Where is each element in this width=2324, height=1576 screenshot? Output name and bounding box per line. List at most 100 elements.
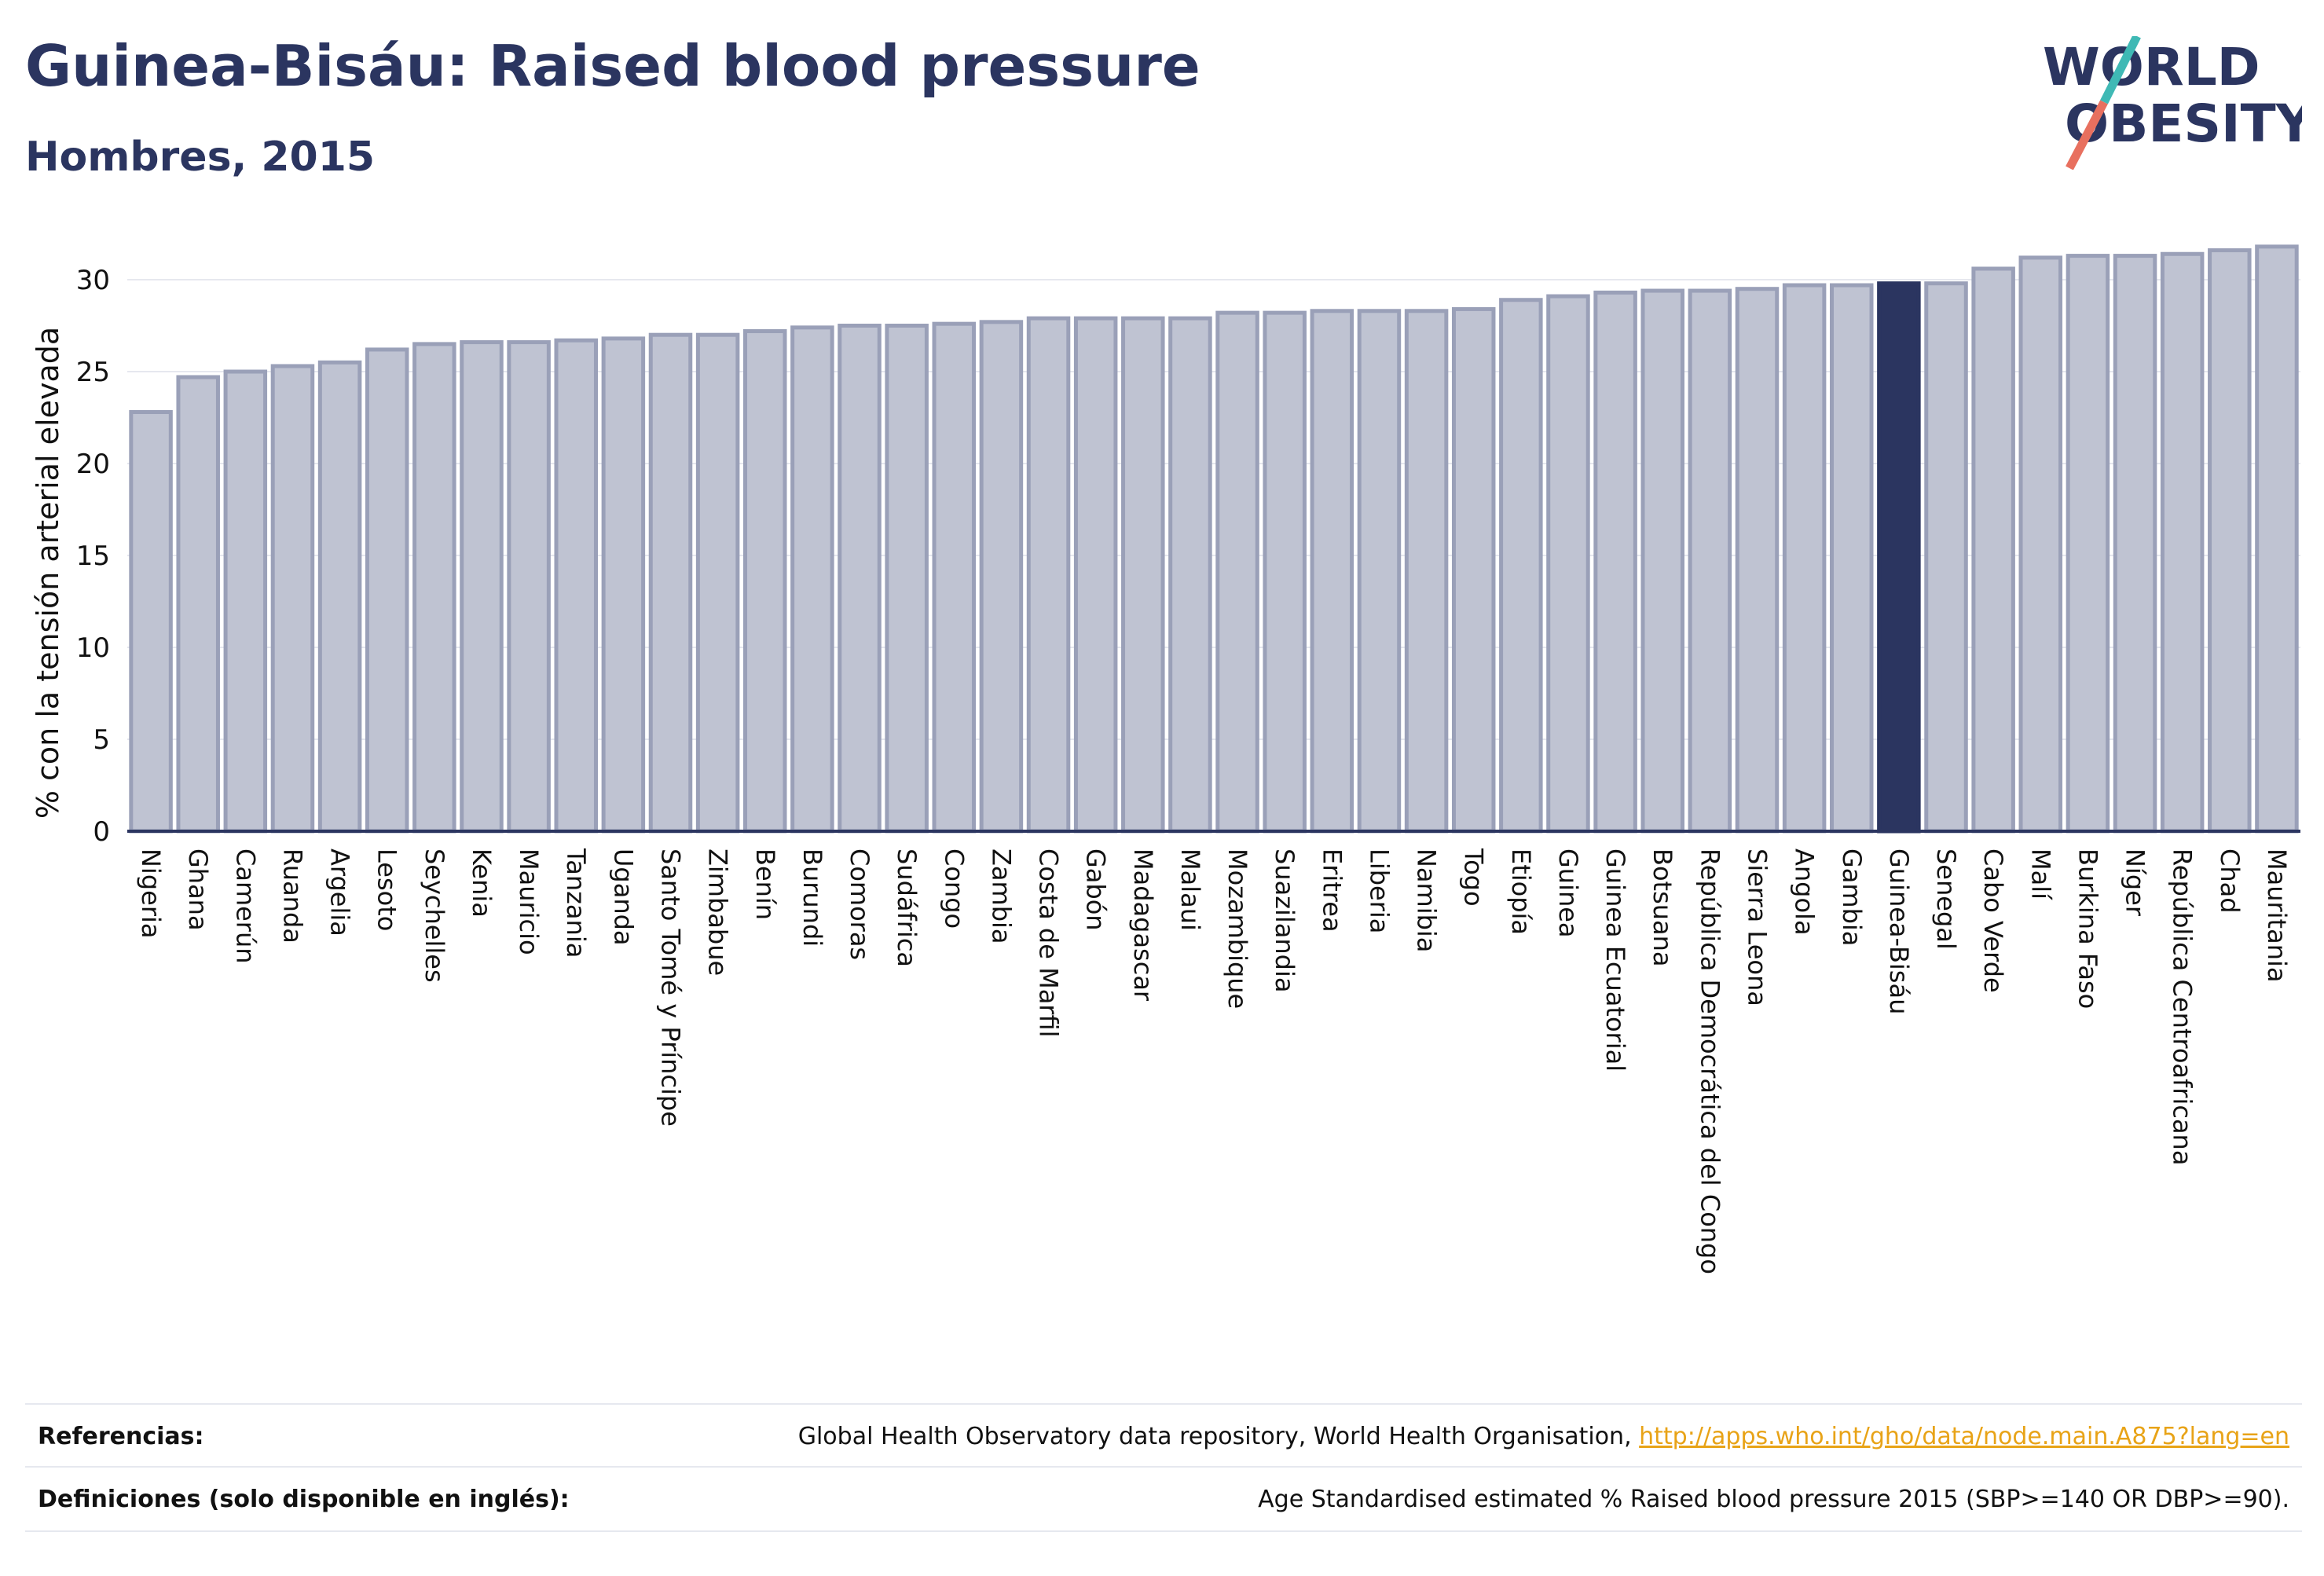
bar-botsuana[interactable]: [1640, 288, 1684, 834]
y-tick-label: 25: [76, 357, 110, 388]
bar-angola[interactable]: [1782, 283, 1827, 834]
y-tick-label: 15: [76, 541, 110, 572]
x-tick-label: Ruanda: [277, 848, 307, 944]
x-tick-label: Argelia: [325, 848, 355, 936]
x-tick-label: Níger: [2121, 848, 2150, 917]
footer-definitions-row: Definiciones (solo disponible en inglés)…: [25, 1466, 2302, 1532]
bar-namibia[interactable]: [1404, 309, 1449, 834]
bar-níger[interactable]: [2113, 254, 2157, 834]
bar-ghana[interactable]: [176, 375, 220, 834]
bar-burkina-faso[interactable]: [2066, 254, 2110, 834]
bar-ruanda[interactable]: [270, 364, 315, 834]
x-tick-label: Zambia: [986, 848, 1016, 944]
x-tick-label: Sierra Leona: [1743, 848, 1772, 1006]
y-axis-label: % con la tensión arterial elevada: [31, 327, 65, 819]
footer-references-row: Referencias: Global Health Observatory d…: [25, 1403, 2302, 1468]
bar-zimbabue[interactable]: [695, 332, 740, 834]
x-tick-label: Suazilandia: [1270, 848, 1299, 992]
definitions-label: Definiciones (solo disponible en inglés)…: [38, 1485, 570, 1513]
logo-text-world: WORLD: [2043, 37, 2260, 97]
x-tick-label: Kenia: [467, 848, 497, 918]
x-tick-label: Uganda: [608, 848, 638, 946]
bar-eritrea[interactable]: [1310, 309, 1354, 834]
bar-gambia[interactable]: [1830, 283, 1874, 834]
x-tick-label: Zimbabue: [703, 848, 733, 976]
bar-guinea-ecuatorial[interactable]: [1593, 290, 1637, 834]
x-tick-label: Sudáfrica: [892, 848, 922, 967]
references-label: Referencias:: [38, 1422, 204, 1450]
bar-lesoto[interactable]: [365, 347, 409, 834]
references-value: Global Health Observatory data repositor…: [798, 1423, 2302, 1450]
x-tick-label: Gabón: [1081, 848, 1111, 931]
y-tick-label: 0: [93, 816, 110, 848]
x-tick-label: Camerún: [230, 848, 260, 964]
bar-congo[interactable]: [932, 321, 977, 834]
bar-tanzania[interactable]: [554, 338, 598, 834]
references-link[interactable]: http://apps.who.int/gho/data/node.main.A…: [1639, 1422, 2289, 1450]
tick-labels: 0 5 10 15 20 25 30 Nigeria Ghana Camerún Ruanda Arg…: [76, 265, 2292, 1274]
bar-madagascar[interactable]: [1121, 316, 1165, 834]
bar-etiopía[interactable]: [1499, 298, 1543, 834]
bar-mozambique[interactable]: [1215, 310, 1259, 834]
bar-togo[interactable]: [1451, 306, 1496, 834]
bar-guinea[interactable]: [1546, 294, 1590, 834]
bar-camerún[interactable]: [223, 369, 268, 834]
x-tick-label: Comoras: [845, 848, 874, 960]
y-tick-label: 5: [93, 724, 110, 756]
x-tick-label: Mozambique: [1222, 848, 1252, 1009]
world-obesity-logo[interactable]: WORLD OBESITY: [2043, 36, 2302, 170]
x-tick-label: Liberia: [1364, 848, 1394, 933]
bar-cabo-verde[interactable]: [1971, 266, 2015, 834]
bar-sierra-leona[interactable]: [1735, 287, 1780, 834]
x-tick-label: Togo: [1459, 848, 1489, 907]
bar-suazilandia[interactable]: [1263, 310, 1307, 834]
bar-mauritania[interactable]: [2255, 244, 2299, 834]
x-tick-label: República Democrática del Congo: [1695, 848, 1725, 1274]
x-tick-label: Burkina Faso: [2073, 848, 2102, 1009]
bar-guinea-bisáu[interactable]: [1877, 281, 1921, 834]
bar-mauricio[interactable]: [507, 340, 551, 834]
bar-seychelles[interactable]: [412, 342, 456, 834]
x-tick-label: Malaui: [1175, 848, 1205, 931]
bar-república-democrática-del-congo[interactable]: [1688, 288, 1732, 834]
bar-comoras[interactable]: [838, 324, 882, 834]
x-tick-label: Congo: [939, 848, 969, 929]
x-tick-label: Nigeria: [136, 848, 166, 938]
bar-zambia[interactable]: [979, 320, 1024, 834]
references-text: Global Health Observatory data repositor…: [797, 1422, 1640, 1450]
x-tick-label: Botsuana: [1648, 848, 1677, 967]
chart-subtitle: Hombres, 2015: [25, 134, 376, 181]
bar-malí[interactable]: [2018, 255, 2063, 834]
x-tick-label: Eritrea: [1317, 848, 1347, 933]
bar-sudáfrica[interactable]: [885, 324, 929, 834]
logo-slash-coral: [2066, 100, 2108, 170]
logo-slash-teal: [2100, 36, 2141, 104]
bar-burundi[interactable]: [790, 325, 834, 834]
bar-costa-de-marfil[interactable]: [1026, 316, 1071, 834]
bar-kenia[interactable]: [460, 340, 504, 834]
x-tick-label: Lesoto: [372, 848, 402, 931]
x-tick-label: Costa de Marfil: [1034, 848, 1064, 1038]
bar-liberia[interactable]: [1357, 309, 1402, 834]
x-tick-label: Madagascar: [1128, 848, 1158, 1002]
bar-chad[interactable]: [2208, 248, 2252, 834]
y-tick-label: 20: [76, 449, 110, 480]
bar-senegal[interactable]: [1924, 281, 1968, 834]
x-tick-label: Benín: [750, 848, 780, 920]
bar-santo-tomé-y-príncipe[interactable]: [648, 332, 693, 834]
bar-nigeria[interactable]: [129, 409, 173, 834]
x-tick-label: Burundi: [797, 848, 827, 947]
y-tick-label: 30: [76, 265, 110, 296]
x-tick-label: Gambia: [1837, 848, 1867, 946]
y-tick-label: 10: [76, 632, 110, 664]
bar-benín[interactable]: [743, 329, 787, 834]
bar-gabón[interactable]: [1073, 316, 1118, 834]
x-tick-label: Angola: [1790, 848, 1820, 936]
x-tick-label: Mauricio: [514, 848, 544, 955]
bar-malaui[interactable]: [1168, 316, 1212, 834]
bar-uganda[interactable]: [601, 336, 646, 834]
x-tick-label: Guinea: [1553, 848, 1583, 938]
bar-argelia[interactable]: [317, 360, 362, 834]
bar-república-centroafricana[interactable]: [2160, 251, 2205, 834]
x-tick-label: Malí: [2025, 848, 2055, 900]
